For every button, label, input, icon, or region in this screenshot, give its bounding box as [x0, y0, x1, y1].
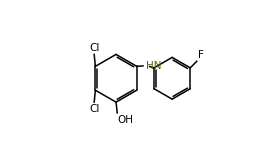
Text: F: F: [198, 50, 204, 60]
Text: Cl: Cl: [89, 43, 99, 53]
Text: HN: HN: [146, 61, 162, 71]
Text: Cl: Cl: [89, 104, 99, 114]
Text: OH: OH: [117, 115, 133, 125]
